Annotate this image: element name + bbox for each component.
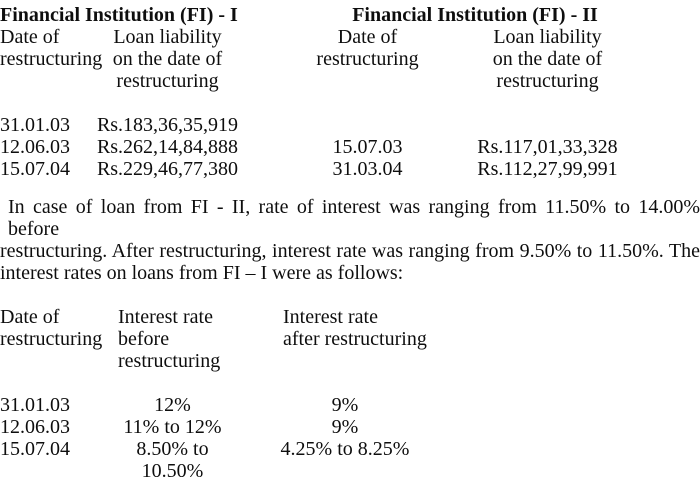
rates-row-after: 9% — [331, 416, 359, 438]
fi2-loan-header-line1: Loan liability — [493, 26, 602, 48]
rates-row-date: 12.06.03 — [0, 416, 70, 438]
fi1-row-amount: Rs.262,14,84,888 — [96, 136, 239, 158]
fi-loan-tables: Financial Institution (FI) - I Financial… — [0, 4, 700, 180]
rates-before-header-line2: before — [118, 328, 170, 350]
fi2-date-header-line2: restructuring — [316, 48, 419, 70]
paragraph-line: In case of loan from FI - II, rate of in… — [8, 196, 700, 240]
rates-row-date: 15.07.04 — [0, 438, 70, 460]
rates-after-header-line2: after restructuring — [283, 328, 427, 350]
paragraph-line: interest rates on loans from FI – I were… — [0, 262, 404, 284]
table-spacer — [0, 92, 700, 114]
rates-before-header-line3: restructuring — [118, 350, 221, 372]
rates-row-after: 4.25% to 8.25% — [280, 438, 410, 460]
interest-rates-table: Date of Interest rate Interest rate rest… — [0, 306, 700, 482]
fi1-loan-header-line3: restructuring — [116, 70, 219, 92]
paragraph-line: restructuring. After restructuring, inte… — [0, 240, 700, 262]
fi1-loan-header-line1: Loan liability — [113, 26, 222, 48]
fi1-date-header-line2: restructuring — [0, 48, 103, 70]
fi1-row-amount: Rs.229,46,77,380 — [96, 158, 239, 180]
rates-date-header-line2: restructuring — [0, 328, 103, 350]
fi1-row-date: 15.07.04 — [0, 158, 70, 180]
rates-row-before: 11% to 12% — [123, 416, 222, 438]
table-spacer — [0, 372, 700, 394]
fi2-row-amount: Rs.117,01,33,328 — [477, 136, 618, 158]
fi2-row-date: 31.03.04 — [332, 158, 403, 180]
fi1-row-amount: Rs.183,36,35,919 — [96, 114, 239, 136]
fi2-row-date: 15.07.03 — [332, 136, 403, 158]
fi2-date-header-line1: Date of — [337, 26, 398, 48]
fi2-loan-header-line2: on the date of — [492, 48, 603, 70]
rates-row-after: 9% — [331, 394, 359, 416]
fi1-row-date: 12.06.03 — [0, 136, 70, 158]
rates-row-before: 8.50% to 10.50% — [136, 438, 209, 482]
fi1-loan-header-line2: on the date of — [112, 48, 223, 70]
fi2-title: Financial Institution (FI) - II — [352, 4, 598, 26]
rates-before-header-line1: Interest rate — [118, 306, 213, 328]
rates-row-before: 12% — [154, 394, 191, 416]
fi1-row-date: 31.01.03 — [0, 114, 70, 136]
rates-row-date: 31.01.03 — [0, 394, 70, 416]
fi2-row-amount: Rs.112,27,99,991 — [477, 158, 618, 180]
fi1-title: Financial Institution (FI) - I — [0, 4, 238, 26]
body-paragraph: In case of loan from FI - II, rate of in… — [0, 196, 700, 284]
fi2-loan-header-line3: restructuring — [496, 70, 599, 92]
rates-after-header-line1: Interest rate — [283, 306, 378, 328]
rates-date-header-line1: Date of — [0, 306, 60, 328]
fi1-date-header-line1: Date of — [0, 26, 60, 48]
